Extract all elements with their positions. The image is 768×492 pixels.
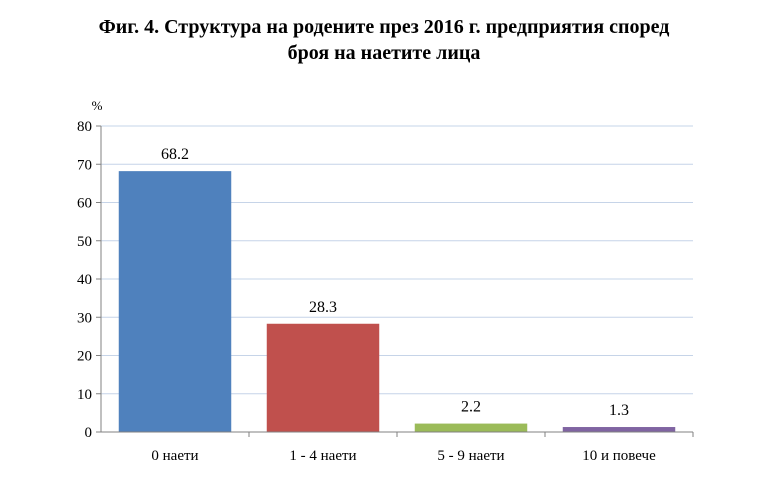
- data-labels: 68.2 28.3 2.2 1.3: [161, 146, 629, 419]
- y-tick-label: 50: [77, 234, 92, 250]
- chart-title-line-2: броя на наетите лица: [287, 42, 481, 64]
- y-tick-label: 40: [77, 272, 92, 288]
- x-tick-label: 10 и повече: [582, 448, 656, 464]
- chart-title: Фиг. 4. Структура на родените през 2016 …: [0, 14, 768, 66]
- x-tick-labels: 0 наети 1 - 4 наети 5 - 9 наети 10 и повече: [151, 432, 694, 464]
- data-label: 2.2: [461, 399, 481, 416]
- y-tick-label: 20: [77, 349, 92, 365]
- bar: [266, 323, 380, 432]
- bar: [118, 171, 232, 432]
- data-label: 28.3: [309, 299, 337, 316]
- y-tick-label: 0: [85, 425, 93, 441]
- y-tick-labels: 0 10 20 30 40 50 60 70 80: [77, 119, 101, 441]
- chart-title-line-1: Фиг. 4. Структура на родените през 2016 …: [98, 16, 670, 38]
- y-tick-label: 70: [77, 157, 92, 173]
- y-tick-label: 10: [77, 387, 92, 403]
- bar: [562, 427, 676, 432]
- x-tick-label: 0 наети: [151, 448, 198, 464]
- y-tick-label: 80: [77, 119, 92, 135]
- y-tick-label: 60: [77, 196, 92, 212]
- bar: [414, 423, 528, 432]
- x-tick-label: 1 - 4 наети: [289, 448, 356, 464]
- y-tick-label: 30: [77, 310, 92, 326]
- data-label: 1.3: [609, 402, 629, 419]
- x-tick-label: 5 - 9 наети: [437, 448, 504, 464]
- data-label: 68.2: [161, 146, 189, 163]
- y-axis-unit-label: %: [92, 98, 103, 113]
- bars: [118, 171, 676, 432]
